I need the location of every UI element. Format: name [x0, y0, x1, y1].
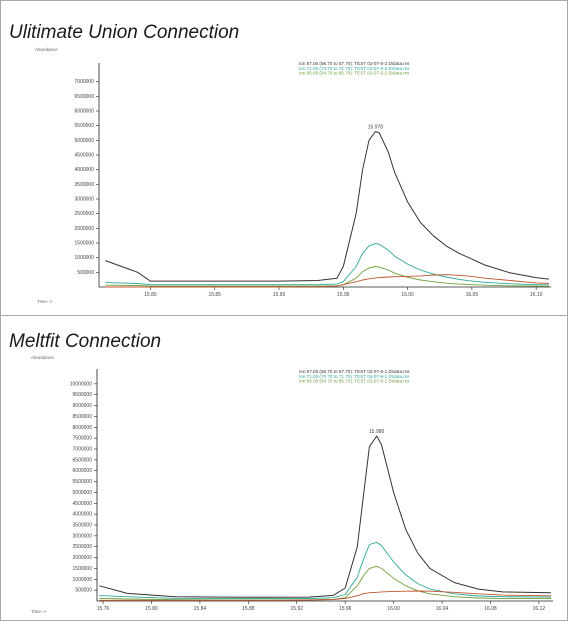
legend-entry: Ion 71.00 (70.70 to 71.70): TEST 02-07-6…	[299, 374, 410, 379]
y-tick-label: 4000000	[75, 167, 95, 173]
series-line	[99, 435, 552, 598]
y-tick-label: 3500000	[73, 523, 93, 529]
x-tick-label: 15.90	[273, 292, 286, 298]
y-tick-label: 6000000	[75, 109, 95, 115]
x-tick-label: 15.96	[339, 606, 352, 612]
y-tick-label: 500000	[77, 270, 94, 276]
x-tick-label: 15.76	[97, 606, 110, 612]
y-tick-label: 6000000	[73, 468, 93, 474]
chart-panel-ultimate-union: Ulitimate Union Connection Abundance Time…	[1, 1, 567, 315]
y-tick-label: 7500000	[73, 436, 93, 442]
x-tick-label: 15.95	[337, 292, 350, 298]
x-tick-label: 15.88	[242, 606, 255, 612]
x-tick-label: 16.05	[466, 292, 479, 298]
x-tick-label: 16.04	[436, 606, 449, 612]
legend-entry: Ion 57.00 (56.70 to 57.70): TEST 02-07-6…	[299, 369, 410, 374]
x-axis-title: Time-->	[31, 609, 47, 614]
legend-entry: Ion 71.00 (70.70 to 71.70): TEST 02-07-5…	[299, 66, 410, 71]
legend-entry: Ion 57.00 (56.70 to 57.70): TEST 02-07-5…	[299, 61, 410, 66]
chromatogram-chart: Abundance Time--> 500000 1000000 1500000 2000…	[35, 47, 551, 304]
x-tick-label: 16.12	[533, 606, 546, 612]
y-tick-label: 5000000	[75, 138, 95, 144]
y-tick-label: 5500000	[75, 123, 95, 129]
y-tick-label: 8000000	[73, 425, 93, 431]
y-tick-label: 5500000	[73, 479, 93, 485]
series-line	[99, 590, 552, 601]
y-tick-label: 2500000	[75, 211, 95, 217]
y-axis-title: Abundance	[35, 47, 58, 52]
series-line	[105, 131, 550, 282]
y-tick-label: 2000000	[75, 226, 95, 232]
y-tick-label: 2500000	[73, 544, 93, 550]
y-tick-label: 500000	[75, 588, 92, 594]
series-line	[105, 243, 550, 286]
y-tick-label: 6500000	[73, 457, 93, 463]
y-tick-label: 9000000	[73, 403, 93, 409]
y-tick-label: 1500000	[75, 241, 95, 247]
series-line	[99, 565, 552, 601]
x-tick-label: 15.84	[194, 606, 207, 612]
y-tick-label: 1000000	[73, 577, 93, 583]
y-tick-label: 9500000	[73, 392, 93, 398]
legend-entry: Ion 85.00 (84.70 to 85.70): TEST 02-07-5…	[299, 71, 410, 76]
x-tick-label: 16.00	[387, 606, 400, 612]
x-tick-label: 15.85	[208, 292, 221, 298]
x-tick-label: 15.92	[291, 606, 304, 612]
y-tick-label: 7000000	[73, 447, 93, 453]
y-tick-label: 4500000	[73, 501, 93, 507]
y-tick-label: 3000000	[73, 533, 93, 539]
y-tick-label: 7000000	[75, 79, 95, 85]
y-tick-label: 10000000	[70, 381, 92, 387]
series-line	[99, 541, 552, 600]
x-tick-label: 16.08	[484, 606, 497, 612]
peak-label: 15.986	[369, 429, 385, 435]
x-tick-label: 16.00	[401, 292, 414, 298]
panel-title: Meltfit Connection	[9, 331, 162, 352]
y-tick-label: 6500000	[75, 94, 95, 100]
y-tick-label: 8500000	[73, 414, 93, 420]
y-tick-label: 1000000	[75, 255, 95, 261]
y-tick-label: 4500000	[75, 153, 95, 159]
y-tick-label: 2000000	[73, 555, 93, 561]
x-tick-label: 15.80	[145, 606, 158, 612]
panel-divider	[1, 315, 567, 316]
x-axis-title: Time-->	[37, 299, 53, 304]
chromatogram-chart: Abundance Time--> 500000 1000000 1500000 2000…	[31, 355, 553, 614]
y-axis-title: Abundance	[31, 355, 54, 360]
y-tick-label: 1500000	[73, 566, 93, 572]
y-tick-label: 4000000	[73, 512, 93, 518]
legend-entry: Ion 85.00 (84.70 to 85.70): TEST 02-07-6…	[299, 379, 410, 384]
peak-label: 15.978	[368, 125, 384, 131]
y-tick-label: 3000000	[75, 197, 95, 203]
y-tick-label: 3500000	[75, 182, 95, 188]
chart-panel-meltfit: Meltfit Connection Abundance Time--> 50000…	[1, 317, 567, 620]
y-tick-label: 5000000	[73, 490, 93, 496]
series-line	[105, 266, 550, 287]
series-line	[105, 274, 550, 288]
x-tick-label: 15.80	[144, 292, 157, 298]
panel-title: Ulitimate Union Connection	[9, 22, 240, 43]
x-tick-label: 16.10	[530, 292, 543, 298]
